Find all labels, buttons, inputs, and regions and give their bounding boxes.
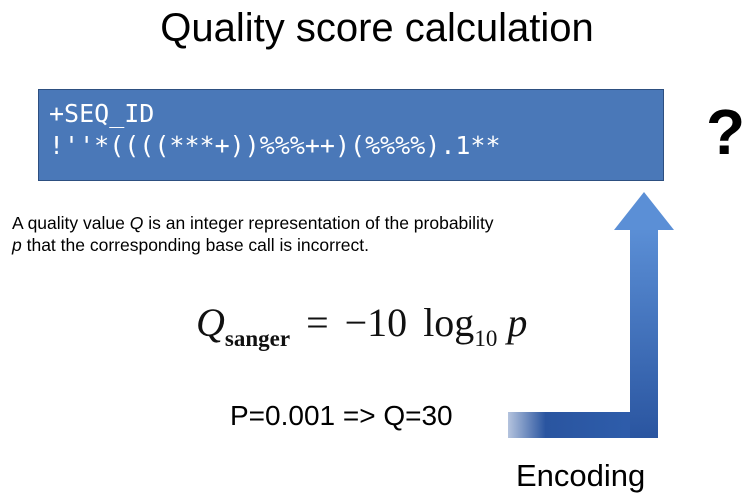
formula-q: Q (196, 300, 225, 345)
description-line-1: A quality value Q is an integer represen… (12, 212, 622, 234)
formula-log: log (423, 300, 475, 345)
formula-coefficient: −10 (344, 300, 408, 345)
sanger-formula: Qsanger = −10 log10 p (196, 296, 527, 366)
question-mark: ? (706, 96, 746, 168)
encoding-label: Encoding (516, 458, 646, 493)
formula-log-base: 10 (474, 326, 498, 351)
description-text: A quality value (12, 213, 130, 233)
example-calculation: P=0.001 => Q=30 (230, 400, 453, 431)
fastq-record-box: +SEQ_ID !''*((((***+))%%%++)(%%%%).1** (38, 89, 664, 181)
formula-p: p (507, 300, 528, 345)
formula-subscript: sanger (224, 326, 291, 351)
description-text: is an integer representation of the prob… (143, 213, 494, 233)
variable-p: p (12, 235, 22, 255)
slide-title: Quality score calculation (160, 6, 594, 50)
formula-equals: = (306, 300, 329, 345)
description-line-2: p that the corresponding base call is in… (12, 234, 622, 256)
description-text: that the corresponding base call is inco… (21, 235, 369, 255)
quality-string-line: !''*((((***+))%%%++)(%%%%).1** (49, 131, 501, 160)
variable-q: Q (129, 213, 144, 233)
quality-description: A quality value Q is an integer represen… (12, 212, 622, 256)
sequence-id-line: +SEQ_ID (49, 99, 155, 128)
